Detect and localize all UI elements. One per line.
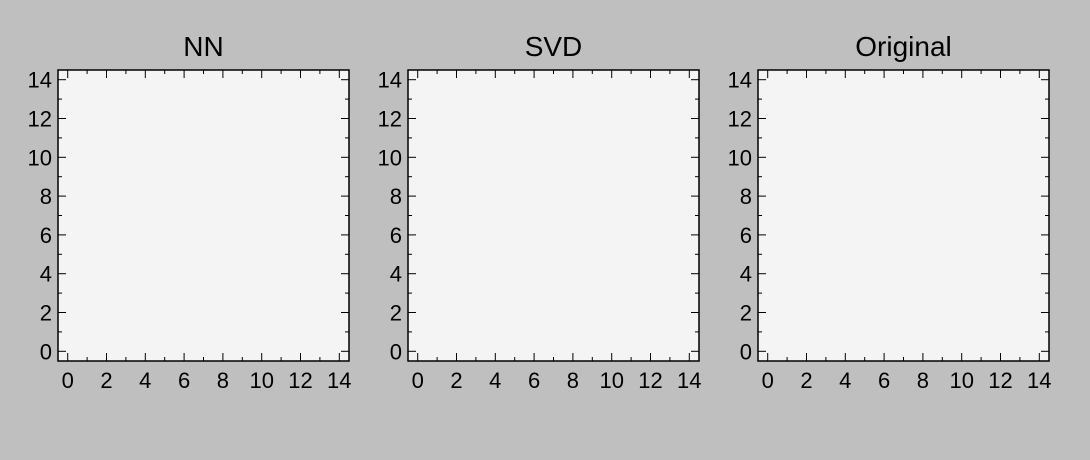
y-tick-label: 14 (378, 68, 402, 93)
y-tick-label: 14 (28, 68, 52, 93)
y-tick-label: 4 (40, 262, 52, 287)
x-tick-label: 10 (599, 368, 623, 393)
y-tick-label: 6 (40, 223, 52, 248)
x-tick-label: 4 (139, 368, 151, 393)
x-tick-label: 8 (567, 368, 579, 393)
y-tick-label: 12 (28, 107, 52, 132)
y-tick-label: 10 (28, 145, 52, 170)
subplot-nn: NN 0 2 4 6 8 10 12 14 0 2 4 6 8 10 12 14 (28, 31, 352, 393)
y-tick-label: 12 (378, 107, 402, 132)
y-tick-label: 4 (740, 262, 752, 287)
x-tick-label: 8 (217, 368, 229, 393)
y-tick-label: 12 (728, 107, 752, 132)
y-tick-label: 6 (390, 223, 402, 248)
x-tick-label: 12 (638, 368, 662, 393)
x-tick-label: 14 (327, 368, 351, 393)
y-tick-label: 4 (390, 262, 402, 287)
subplot-original: Original 0 2 4 6 8 10 12 14 0 2 4 6 8 10 12 14 (728, 31, 1052, 393)
x-tick-label: 4 (489, 368, 501, 393)
x-tick-label: 0 (762, 368, 774, 393)
x-tick-label: 10 (249, 368, 273, 393)
x-tick-label: 4 (839, 368, 851, 393)
subplot-svd: SVD 0 2 4 6 8 10 12 14 0 2 4 6 8 10 12 14 (378, 31, 702, 393)
x-tick-label: 12 (288, 368, 312, 393)
x-tick-label: 14 (1027, 368, 1051, 393)
y-tick-label: 2 (40, 301, 52, 326)
y-tick-label: 2 (390, 301, 402, 326)
y-tick-label: 10 (728, 145, 752, 170)
x-tick-label: 6 (878, 368, 890, 393)
subplot-title: Original (855, 31, 951, 62)
x-tick-label: 0 (62, 368, 74, 393)
x-tick-label: 0 (412, 368, 424, 393)
y-tick-label: 10 (378, 145, 402, 170)
y-tick-label: 0 (40, 339, 52, 364)
y-tick-label: 8 (740, 184, 752, 209)
y-tick-label: 2 (740, 301, 752, 326)
y-tick-label: 14 (728, 68, 752, 93)
subplot-title: SVD (525, 31, 583, 62)
y-tick-label: 0 (740, 339, 752, 364)
subplot-title: NN (183, 31, 223, 62)
x-tick-label: 2 (450, 368, 462, 393)
y-tick-label: 8 (40, 184, 52, 209)
x-tick-label: 6 (528, 368, 540, 393)
x-tick-label: 8 (917, 368, 929, 393)
x-tick-label: 10 (949, 368, 973, 393)
x-tick-label: 2 (800, 368, 812, 393)
y-tick-label: 6 (740, 223, 752, 248)
x-tick-label: 6 (178, 368, 190, 393)
y-tick-label: 8 (390, 184, 402, 209)
x-tick-label: 12 (988, 368, 1012, 393)
x-tick-label: 2 (100, 368, 112, 393)
x-tick-label: 14 (677, 368, 701, 393)
y-tick-label: 0 (390, 339, 402, 364)
